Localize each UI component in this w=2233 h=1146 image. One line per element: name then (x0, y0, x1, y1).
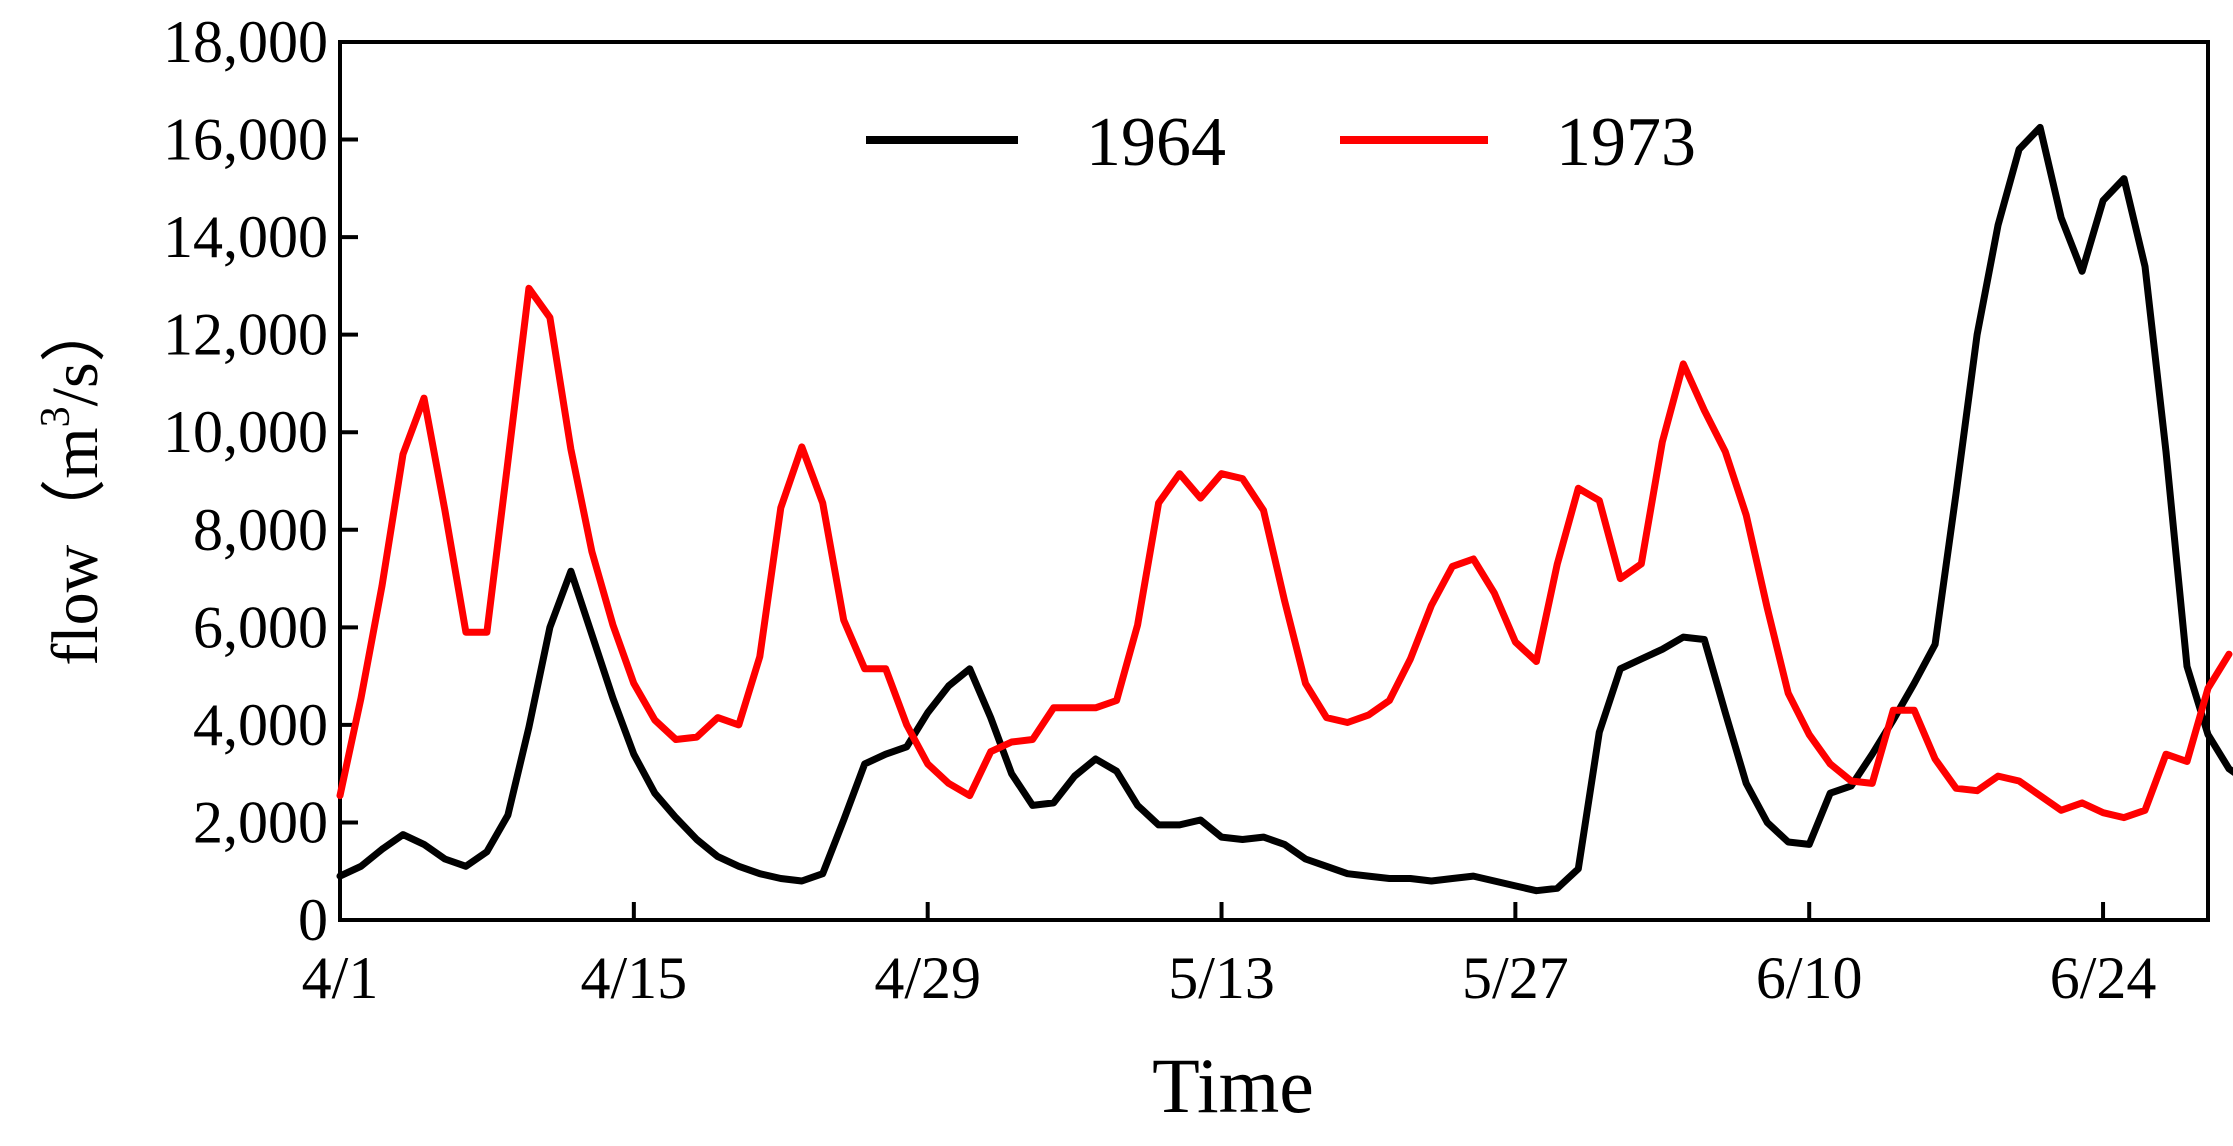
plot-frame (338, 40, 2210, 922)
x-tick-label: 4/15 (581, 945, 688, 1011)
legend-label-1973: 1973 (1556, 104, 1696, 181)
series-line-1973 (336, 284, 2233, 822)
x-tick-label: 4/29 (874, 945, 981, 1011)
y-axis-title-sup: 3 (33, 406, 79, 427)
y-tick-label: 2,000 (193, 789, 328, 855)
x-tick-label: 6/24 (2050, 945, 2157, 1011)
y-axis-title: flow（m3/s） (33, 296, 112, 665)
legend: 1964 1973 (866, 104, 1696, 181)
y-tick-label: 4,000 (193, 692, 328, 758)
y-tick-label: 16,000 (163, 107, 328, 173)
legend-label-1964: 1964 (1086, 104, 1226, 181)
y-tick-label: 18,000 (163, 9, 328, 75)
series-line-1964 (336, 123, 2233, 895)
y-tick-label: 0 (298, 887, 328, 953)
x-tick-label: 5/13 (1168, 945, 1275, 1011)
x-tick-label: 4/1 (302, 945, 379, 1011)
y-axis-title-prefix: flow（m (39, 427, 112, 665)
x-axis-title: Time (1152, 1042, 1314, 1129)
y-tick-label: 8,000 (193, 497, 328, 563)
x-tick-label: 5/27 (1462, 945, 1569, 1011)
series-layer (336, 123, 2233, 895)
y-tick-label: 6,000 (193, 594, 328, 660)
y-axis-ticks: 0 2,000 4,000 6,000 8,000 10,000 12,000 14,000 1… (163, 9, 358, 953)
y-axis-title-suffix: /s） (39, 296, 112, 406)
y-tick-label: 12,000 (163, 302, 328, 368)
y-tick-label: 14,000 (163, 204, 328, 270)
x-tick-label: 6/10 (1756, 945, 1863, 1011)
x-axis-ticks: 4/1 4/15 4/29 5/13 5/27 6/10 6/24 (302, 902, 2157, 1011)
y-tick-label: 10,000 (163, 399, 328, 465)
